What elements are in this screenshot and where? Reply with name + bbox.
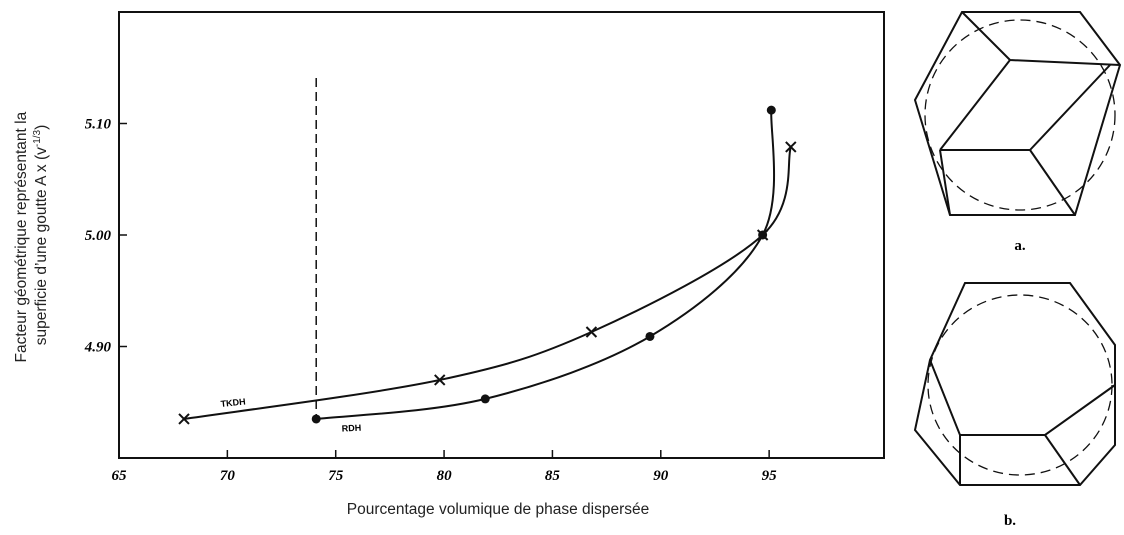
marker [312,414,321,423]
x-axis-label: Pourcentage volumique de phase dispersée [347,501,649,518]
marker [767,106,776,115]
y-tick-label: 5.10 [85,117,112,133]
y-label-part: ) [33,125,50,130]
x-tick-label: 65 [112,468,128,484]
diagram-label: b. [1004,513,1016,529]
y-tick-label: 4.90 [84,340,112,356]
x-tick-label: 90 [653,468,669,484]
figure: Facteur géométrique représentant la supe… [0,0,1124,535]
diagram-label: a. [1014,238,1026,254]
x-tick-label: 70 [220,468,236,484]
y-tick-label: 5.00 [85,228,112,244]
series-line [184,147,791,419]
y-axis-label: Facteur géométrique représentant la supe… [13,107,50,362]
plot-frame [119,12,884,458]
series-label: RDH [341,423,361,434]
x-tick-label: 95 [762,468,778,484]
x-tick-label: 85 [545,468,561,484]
diagram-b [915,283,1115,485]
series-label: TKDH [220,396,246,409]
marker [645,332,654,341]
marker [481,394,490,403]
diagram-a [915,12,1120,215]
marker [758,231,767,240]
y-label-line: Facteur géométrique représentant la [13,111,30,362]
series-line [316,110,774,419]
x-tick-label: 75 [328,468,344,484]
y-label-line: superficie d’une goutte A x (v-1/3) [32,125,50,346]
marker [586,327,596,337]
x-tick-label: 80 [437,468,453,484]
y-label-sup: -1/3 [32,129,43,147]
y-label-part: superficie d’une goutte A x (v [33,147,50,345]
